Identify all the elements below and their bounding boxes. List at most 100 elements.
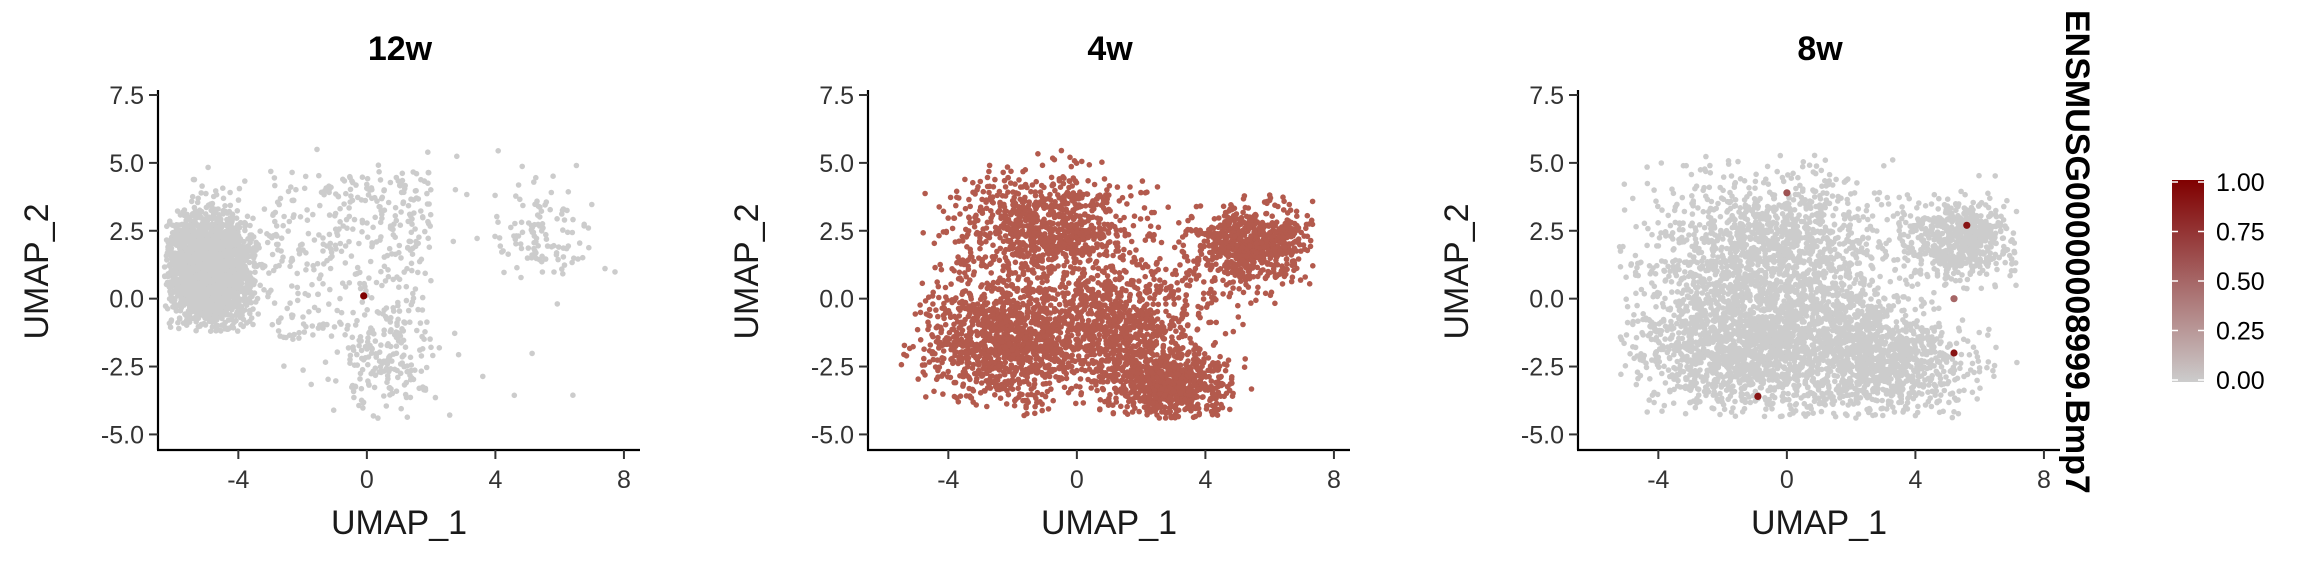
cell-point: [508, 224, 514, 231]
cell-point: [289, 255, 295, 262]
cell-point: [586, 244, 592, 251]
cell-point: [436, 345, 443, 351]
cell-point: [964, 244, 970, 250]
cell-point: [171, 260, 177, 266]
cell-point: [525, 220, 532, 226]
cell-point: [212, 284, 219, 290]
cell-point: [1046, 211, 1053, 218]
cell-point: [1090, 214, 1096, 220]
cell-point: [1007, 209, 1014, 216]
cell-point: [936, 232, 942, 239]
cell-point: [446, 412, 453, 418]
cell-point: [405, 307, 412, 314]
cell-point: [199, 224, 205, 230]
cell-point: [947, 374, 954, 381]
cell-point: [1100, 205, 1107, 211]
cell-point: [1048, 225, 1054, 232]
cell-point: [386, 245, 393, 252]
cell-point: [167, 324, 174, 331]
cell-point: [173, 229, 179, 236]
cell-point: [415, 196, 422, 202]
cell-point: [376, 169, 382, 175]
cell-point: [198, 215, 205, 221]
cell-point: [269, 251, 276, 258]
cell-point: [531, 179, 537, 185]
cell-point: [1037, 235, 1044, 242]
cell-point: [977, 235, 983, 241]
cell-point: [276, 201, 283, 208]
cell-point: [341, 201, 347, 207]
cell-point: [189, 280, 195, 286]
cell-point: [1091, 181, 1098, 188]
cell-point: [196, 233, 202, 240]
cell-point: [290, 312, 296, 319]
cell-point: [1154, 184, 1161, 190]
cell-point: [334, 349, 341, 355]
cell-point: [372, 338, 379, 344]
cell-point: [535, 221, 541, 228]
cell-point: [221, 278, 228, 284]
cell-point: [576, 240, 583, 246]
cell-point: [1063, 253, 1069, 260]
cell-point: [947, 194, 954, 201]
cell-point: [161, 264, 168, 270]
cell-point: [294, 270, 301, 277]
cell-point: [1031, 377, 1038, 383]
cell-point: [395, 316, 401, 323]
cell-point: [1099, 159, 1105, 165]
cell-point: [409, 221, 415, 227]
cell-point: [197, 323, 203, 329]
cell-point: [1085, 217, 1091, 224]
cell-point: [328, 184, 334, 191]
cell-point: [368, 295, 375, 301]
cell-point: [337, 240, 344, 247]
cell-point: [342, 260, 349, 266]
cell-point: [354, 351, 360, 358]
cell-point: [417, 320, 424, 326]
cell-point: [294, 284, 301, 291]
cell-point: [581, 221, 587, 228]
cell-point: [396, 284, 402, 291]
cell-point: [425, 235, 432, 242]
cell-point: [332, 213, 338, 219]
cell-point: [184, 267, 190, 273]
cell-point: [1124, 201, 1130, 207]
cell-point: [233, 312, 239, 319]
cell-point: [425, 220, 432, 227]
cell-point: [1142, 237, 1149, 243]
cell-point: [264, 239, 271, 246]
cell-point: [381, 254, 388, 260]
cell-point: [410, 295, 417, 302]
cell-point: [390, 308, 397, 314]
cell-point: [1073, 256, 1079, 263]
cell-point: [190, 228, 197, 235]
cell-point: [218, 302, 225, 309]
cell-point: [359, 229, 365, 235]
cell-point: [994, 192, 1001, 199]
cell-point: [1131, 213, 1138, 219]
cell-point: [408, 367, 415, 374]
cell-point: [254, 295, 261, 302]
cell-point: [1073, 160, 1080, 166]
cell-point: [347, 352, 354, 359]
cell-point: [176, 284, 183, 291]
cell-point: [322, 359, 329, 366]
cell-point: [284, 305, 291, 312]
cell-point: [193, 327, 199, 334]
cell-point: [278, 315, 284, 321]
cell-point: [992, 352, 999, 358]
cell-point: [1097, 216, 1103, 222]
cell-point: [987, 230, 993, 237]
cell-point: [304, 217, 311, 223]
cell-point: [369, 195, 375, 202]
cell-point: [328, 333, 335, 339]
cell-point: [455, 351, 462, 358]
cell-point: [295, 290, 301, 297]
cell-point: [231, 247, 238, 254]
cell-point: [1066, 210, 1073, 216]
cell-point: [1128, 193, 1134, 199]
cell-point: [1104, 187, 1110, 193]
cell-point: [420, 214, 426, 221]
cell-point: [957, 211, 963, 217]
cell-point: [996, 257, 1003, 264]
